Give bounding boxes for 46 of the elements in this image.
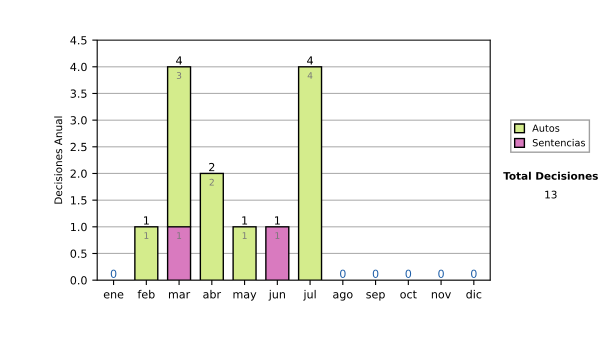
y-tick-label: 2.5 xyxy=(70,142,87,152)
total-label: 1 xyxy=(242,216,248,225)
y-tick-label: 0.0 xyxy=(70,276,87,285)
x-tick-label: oct xyxy=(400,290,417,298)
total-label: 4 xyxy=(176,56,182,64)
total-label: 0 xyxy=(471,270,477,278)
data-label: 3 xyxy=(176,72,182,79)
x-tick-label: abr xyxy=(203,290,222,298)
x-tick-label: jul xyxy=(303,290,316,301)
x-tick-label: jun xyxy=(268,290,285,301)
y-tick-label: 2.0 xyxy=(70,169,87,178)
y-tick-label: 4.0 xyxy=(70,62,87,72)
x-tick-label: ago xyxy=(333,292,353,301)
x-tick-label: feb xyxy=(138,290,155,298)
data-label: 1 xyxy=(242,232,247,239)
y-tick-label: 1.5 xyxy=(71,196,87,205)
total-label: 4 xyxy=(307,56,313,64)
data-label: 4 xyxy=(308,72,312,79)
total-label: 0 xyxy=(110,270,116,278)
total-label: 1 xyxy=(275,216,280,225)
y-tick-label: 0.5 xyxy=(70,249,87,258)
total-label: 0 xyxy=(406,270,412,278)
y-tick-label: 3.5 xyxy=(70,89,87,98)
x-tick-label: sep xyxy=(366,292,385,301)
data-label: 1 xyxy=(144,232,148,239)
x-tick-label: ene xyxy=(104,292,124,298)
total-label: 0 xyxy=(340,270,346,278)
data-label: 1 xyxy=(177,232,182,239)
x-tick-label: dic xyxy=(466,290,482,298)
y-tick-label: 4.5 xyxy=(70,36,87,44)
x-tick-label: may xyxy=(233,292,256,301)
x-tick-label: mar xyxy=(168,292,190,298)
text: 13 xyxy=(545,190,557,199)
total-label: 1 xyxy=(144,216,149,225)
legend-label: Sentencias xyxy=(532,138,586,146)
y-tick-label: 3.0 xyxy=(70,116,87,125)
total-label: 2 xyxy=(209,162,214,172)
text: Total Decisiones xyxy=(503,172,598,180)
legend-label: Autos xyxy=(532,124,560,132)
y-tick-label: 1.0 xyxy=(71,222,87,232)
total-label: 0 xyxy=(438,270,444,278)
data-label: 1 xyxy=(275,232,280,239)
x-tick-label: nov xyxy=(432,292,451,298)
data-label: 2 xyxy=(210,178,214,186)
y-axis-title: Decisiones Anual xyxy=(54,116,62,204)
total-label: 0 xyxy=(372,270,378,278)
